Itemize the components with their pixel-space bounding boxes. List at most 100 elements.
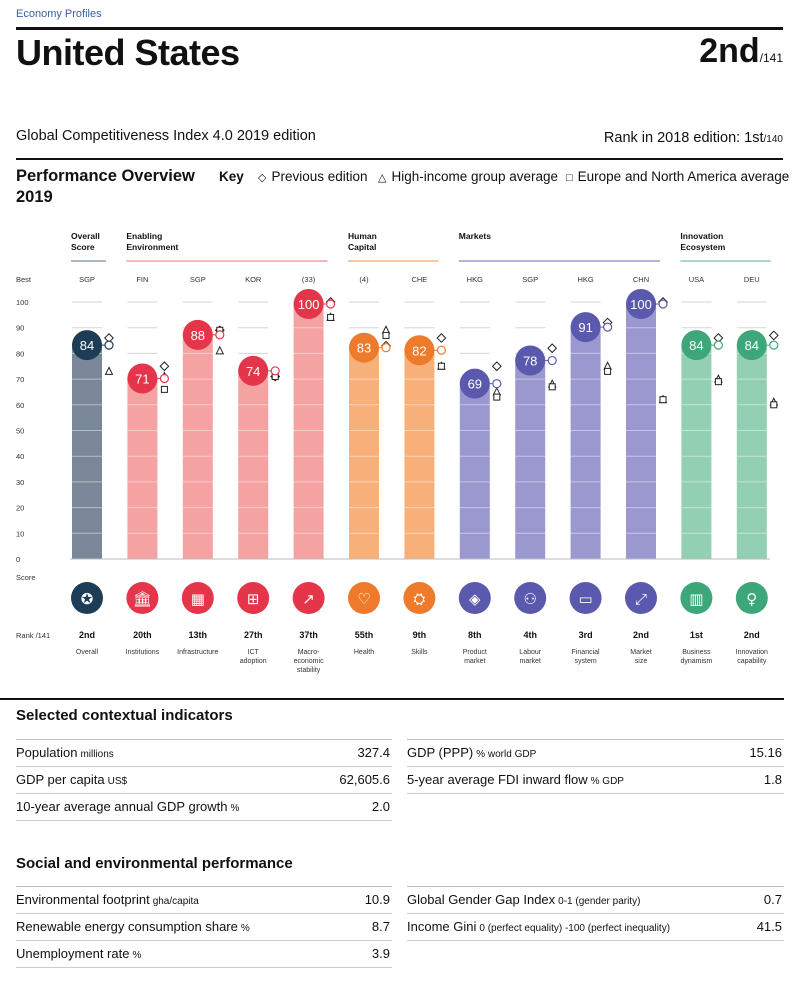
pillar-name-7-line2: market (464, 658, 485, 665)
rank-value-3: 27th (244, 630, 263, 640)
row-label: Unemployment rate% (16, 946, 141, 961)
pillar-name-12-line2: capability (737, 658, 767, 665)
key-previous-edition-label: Previous edition (271, 169, 368, 184)
row-unit: 0-1 (gender parity) (558, 896, 641, 907)
institution-icon-glyph: 🏛 (133, 590, 152, 608)
diamond-icon: ◇ (258, 172, 267, 184)
business-dynamism-icon (680, 582, 713, 614)
best-country-2: SGP (190, 275, 206, 284)
group-label-4-line2: Ecosystem (680, 242, 725, 252)
rank-value: 2nd (699, 32, 760, 70)
row-unit: % (132, 950, 142, 961)
bar-5 (349, 345, 379, 559)
rank-value-9: 3rd (579, 630, 593, 640)
table-row: Renewable energy consumption share% 8.7 (16, 914, 392, 941)
score-circle-2 (182, 319, 213, 350)
table-row: GDP per capita US$ 62,605.6 (16, 767, 392, 794)
health-icon (348, 582, 380, 614)
row-label: Environmental footprint gha/capita (16, 892, 199, 907)
key-previous-edition: ◇ Previous edition (258, 169, 368, 184)
bar-0 (72, 343, 102, 559)
bar-4 (293, 302, 324, 559)
financial-system-icon (569, 582, 602, 614)
score-value-12: 84 (745, 338, 759, 353)
pillar-name-8: Labour (519, 649, 541, 656)
score-value-0: 84 (80, 338, 94, 353)
bar-2 (182, 332, 213, 559)
previous-rank-total: /140 (763, 134, 783, 145)
pillar-name-8-line2: market (519, 658, 540, 665)
y-tick-50: 50 (16, 427, 24, 436)
row-value: 8.7 (371, 919, 390, 934)
row-value: 327.4 (357, 745, 390, 760)
europe-na-marker (437, 362, 445, 370)
key-europe-na-label: Europe and North America average (577, 169, 790, 184)
score-circle-12 (736, 330, 767, 361)
rank-value-5: 55th (355, 630, 374, 640)
group-label-0: Overall (71, 231, 100, 241)
row-unit: 0 (perfect equality) -100 (perfect inequ… (479, 923, 671, 934)
group-label-2: Human (348, 231, 377, 241)
y-tick-0: 0 (16, 555, 20, 564)
row-label-text: Population (16, 745, 78, 760)
previous-rank-label: Rank in 2018 edition: 1st (603, 130, 764, 146)
table-row: 10-year average annual GDP growth% 2.0 (16, 794, 392, 821)
previous-edition-marker (491, 361, 502, 372)
score-dot-7 (492, 379, 502, 389)
rank-value-8: 4th (523, 630, 537, 640)
row-label: GDP per capita US$ (16, 772, 127, 787)
score-value-10: 100 (630, 297, 652, 312)
row-label: Population millions (16, 745, 114, 760)
pillar-name-11: Business (682, 649, 711, 656)
table-row: Population millions 327.4 (16, 739, 392, 767)
europe-na-marker (659, 396, 667, 404)
score-dot-1 (159, 373, 169, 384)
score-value-9: 91 (578, 320, 592, 335)
europe-na-marker (327, 313, 335, 321)
row-label-text: Environmental footprint (16, 892, 150, 907)
key-europe-na: □ Europe and North America average (566, 169, 789, 184)
score-dot-12 (769, 340, 779, 350)
performance-overview-year: 2019 (16, 188, 53, 206)
market-size-icon-glyph: ⤢ (635, 590, 648, 608)
row-unit: % world GDP (476, 749, 537, 760)
score-value-2: 88 (191, 328, 205, 343)
previous-edition-marker (768, 330, 779, 341)
best-country-10: CHN (633, 275, 649, 284)
row-label: Renewable energy consumption share% (16, 919, 250, 934)
y-tick-20: 20 (16, 504, 24, 513)
score-circle-9 (570, 312, 601, 343)
europe-na-marker (160, 385, 168, 393)
score-circle-4 (293, 289, 324, 319)
y-tick-60: 60 (16, 401, 24, 410)
score-value-7: 69 (468, 377, 482, 392)
score-dot-0 (104, 340, 114, 350)
score-circle-7 (459, 368, 490, 399)
best-country-1: FIN (136, 275, 148, 284)
performance-overview-title-line1: Performance Overview (16, 167, 195, 185)
europe-na-marker (493, 393, 501, 401)
row-label: GDP (PPP)% world GDP (407, 745, 536, 760)
row-label: 10-year average annual GDP growth% (16, 799, 239, 814)
row-label-text: Income Gini (407, 919, 477, 934)
social-left-table: Environmental footprint gha/capita 10.9 R… (16, 886, 392, 968)
table-row: Unemployment rate% 3.9 (16, 941, 392, 968)
previous-edition-marker (713, 333, 724, 343)
europe-na-marker (714, 378, 722, 386)
contextual-left-table: Population millions 327.4 GDP per capita U… (16, 739, 392, 821)
social-title: Social and environmental performance (16, 855, 293, 872)
overall-rank: 2nd/141 (699, 32, 783, 71)
europe-na-marker (548, 383, 556, 391)
score-circle-11 (681, 330, 712, 361)
pillar-name-9: Financial (572, 649, 600, 656)
table-row: Income Gini 0 (perfect equality) -100 (pe… (407, 914, 784, 941)
rank-value-6: 9th (413, 630, 427, 640)
row-label-text: Renewable energy consumption share (16, 919, 238, 934)
previous-edition-marker (104, 333, 114, 343)
score-circle-3 (238, 355, 269, 386)
chip-icon-glyph: ⊞ (247, 590, 260, 608)
row-value: 41.5 (756, 919, 782, 934)
best-country-4: (33) (302, 275, 316, 284)
row-value: 3.9 (371, 946, 390, 961)
index-edition: Global Competitiveness Index 4.0 2019 ed… (16, 128, 316, 144)
